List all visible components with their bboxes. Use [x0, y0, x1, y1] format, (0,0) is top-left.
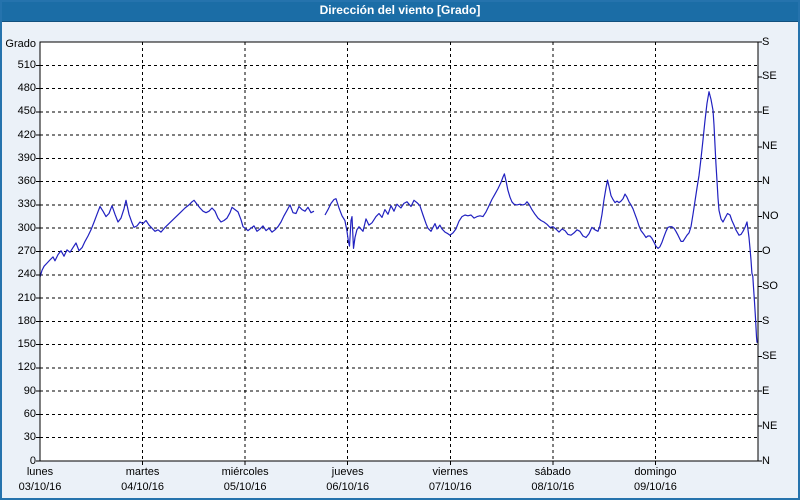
plot-border: [39, 41, 759, 462]
y-axis-title: Grado: [5, 38, 36, 50]
chart-title: Dirección del viento [Grado]: [319, 3, 481, 17]
plot-background: [40, 42, 758, 461]
chart-title-bar: Dirección del viento [Grado]: [0, 0, 800, 22]
wind-direction-line: [39, 91, 758, 343]
